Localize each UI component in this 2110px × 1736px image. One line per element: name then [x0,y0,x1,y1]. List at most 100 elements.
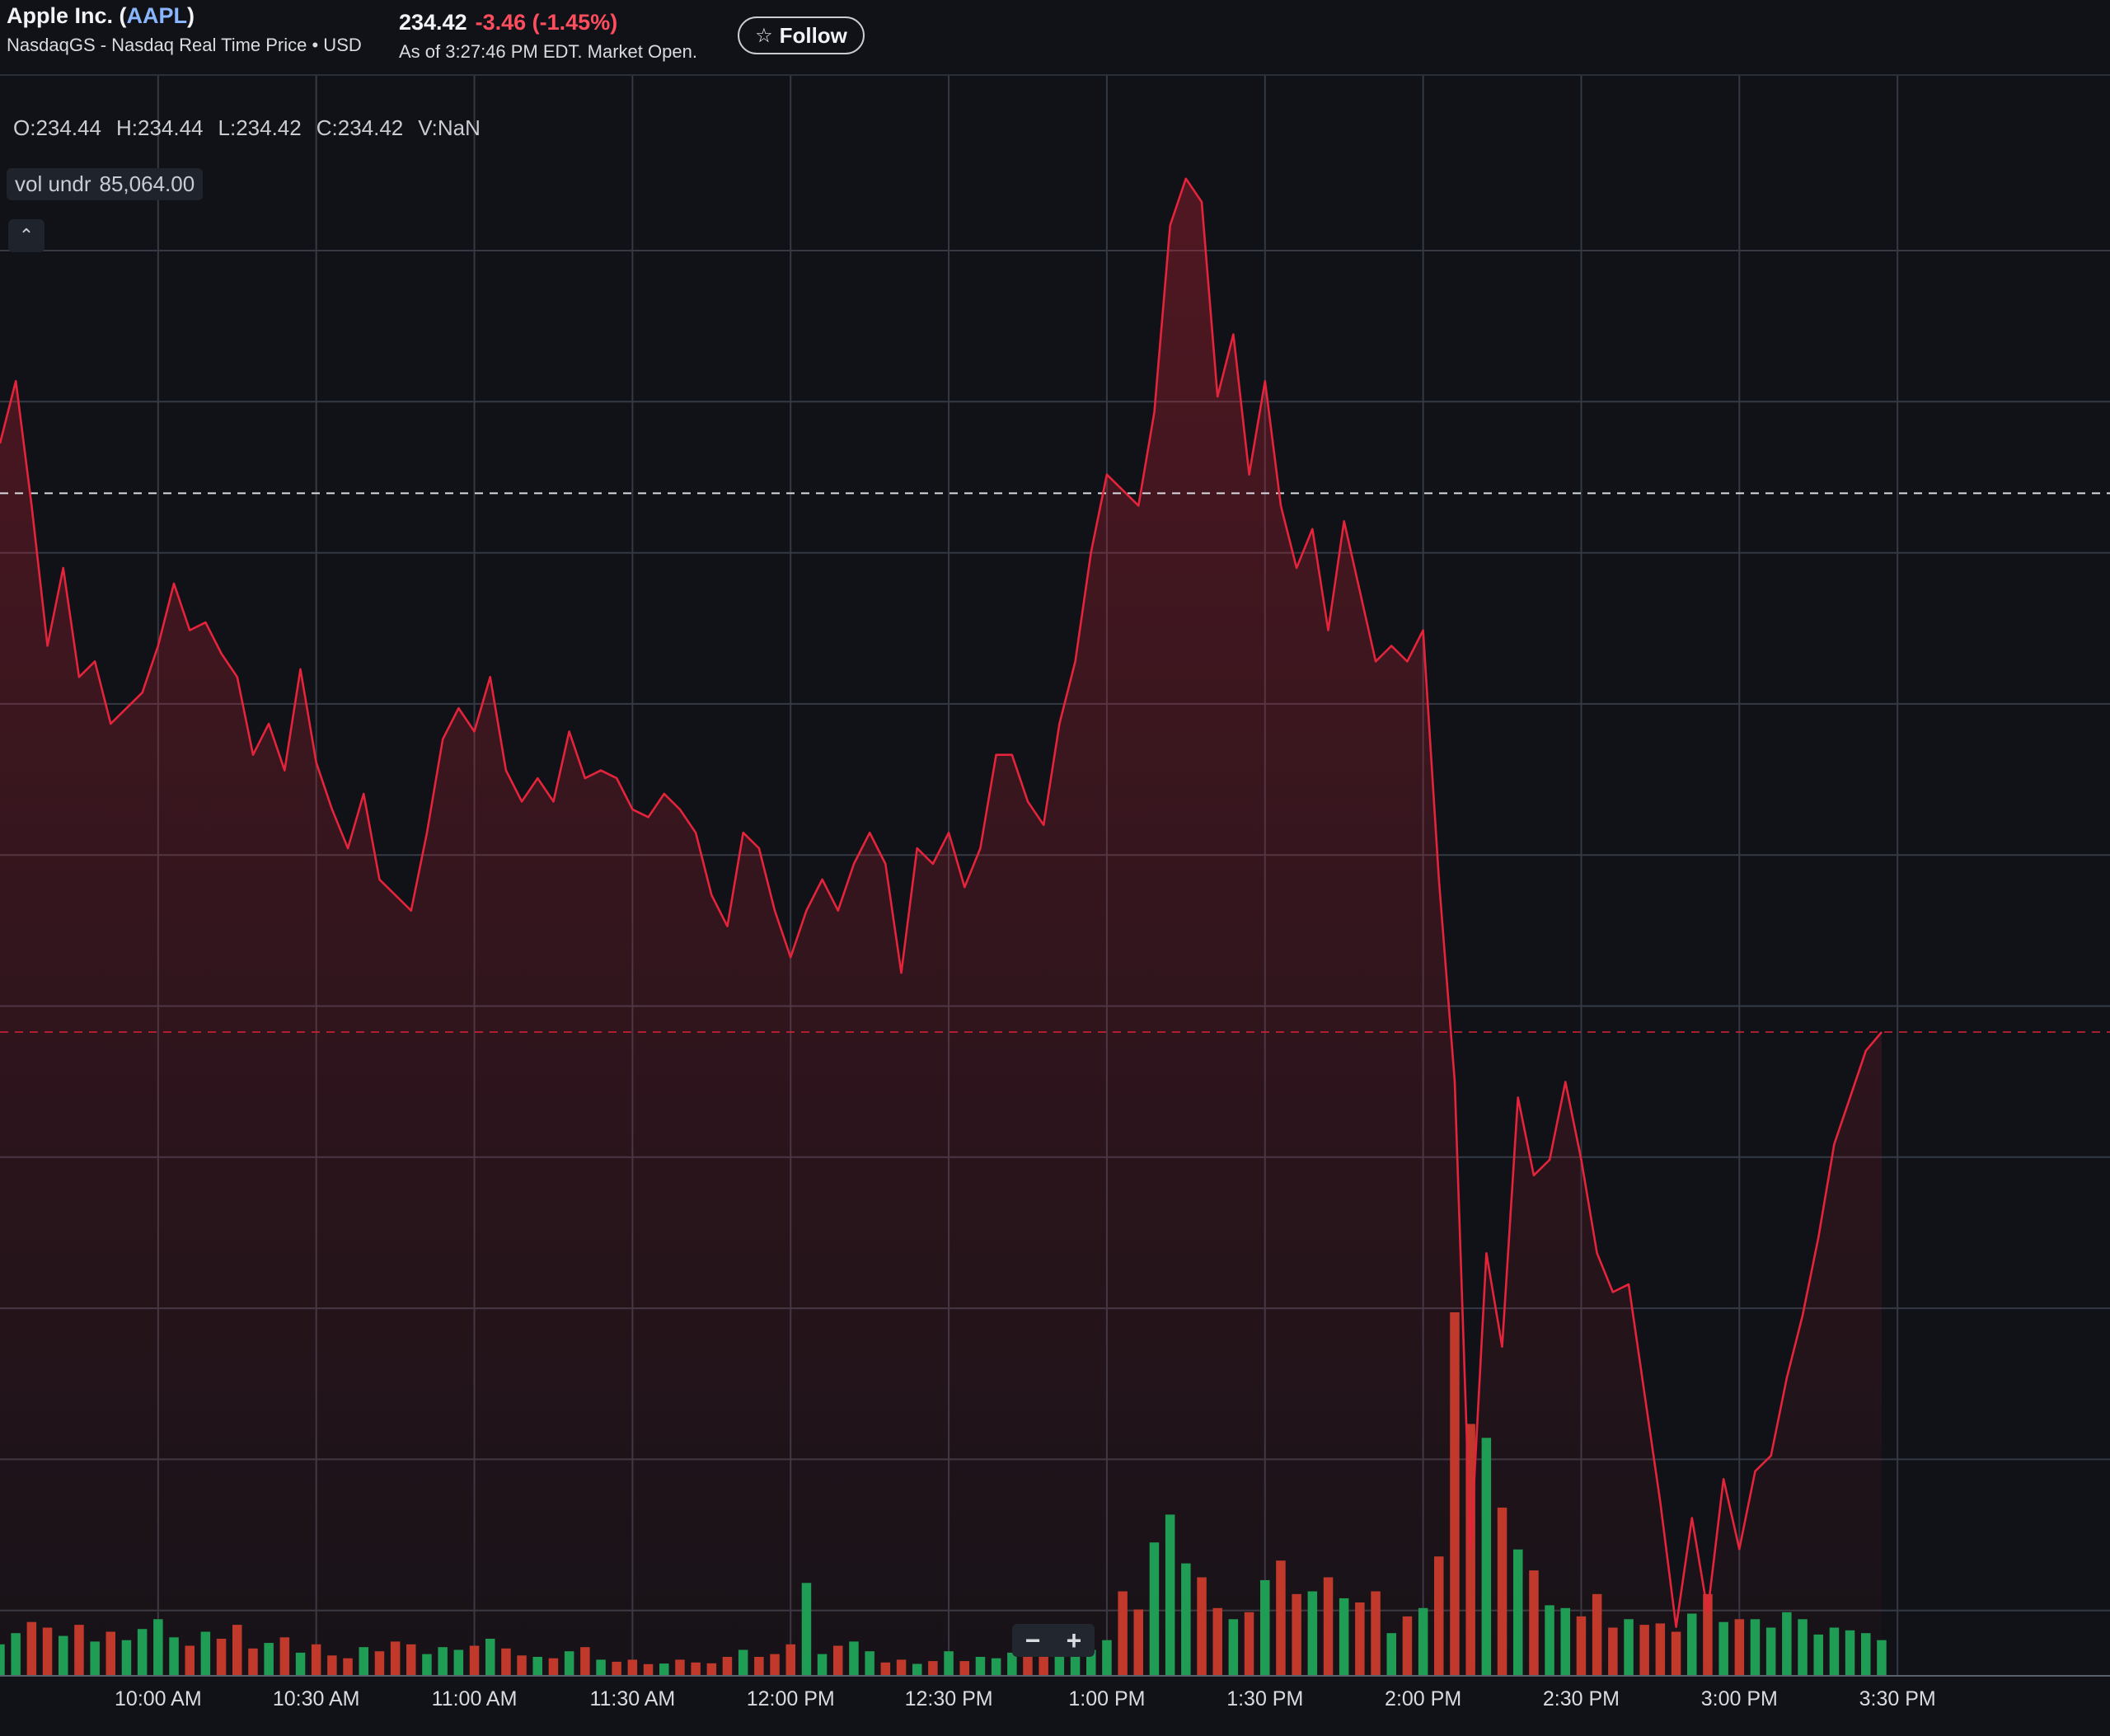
current-price: 234.42 [399,10,467,35]
volume-bar [1639,1625,1649,1675]
volume-bar [74,1625,84,1675]
volume-bar [1592,1593,1602,1675]
volume-bar [675,1659,685,1675]
volume-bar [849,1641,859,1675]
volume-bar [1576,1616,1587,1675]
volume-bar [944,1651,954,1675]
volume-bar [643,1663,654,1675]
volume-bar [311,1644,321,1675]
price-area-fill [0,178,1882,1676]
volume-bar [1276,1560,1286,1675]
volume-bar [564,1651,574,1675]
volume-bar [1181,1563,1191,1675]
volume-bar [169,1637,179,1675]
volume-bar [374,1651,385,1675]
volume-bar [1054,1648,1065,1675]
volume-bar [90,1641,100,1675]
open-value: O:234.44 [13,115,101,140]
volume-bar [1402,1616,1413,1675]
volume-bar [1734,1619,1745,1675]
volume-bar [1212,1607,1222,1675]
ticker-symbol-link[interactable]: AAPL [126,3,188,28]
volume-bar [327,1655,337,1675]
volume-bar [627,1659,638,1675]
volume-bar [1339,1598,1349,1675]
volume-bar [200,1631,211,1675]
volume-bar [754,1657,764,1675]
volume-bar [596,1659,606,1675]
volume-bar [1149,1542,1160,1675]
volume-bar [1165,1514,1175,1675]
volume-bar [1560,1607,1570,1675]
volume-bar [801,1583,812,1675]
volume-bar [1039,1640,1048,1675]
volume-bar [1260,1579,1270,1675]
low-value: L:234.42 [218,115,302,140]
x-tick-label: 3:00 PM [1701,1687,1778,1710]
volume-bar [1703,1593,1713,1675]
volume-bar [880,1662,891,1675]
zoom-out-button[interactable]: − [1025,1626,1041,1655]
company-name: Apple Inc. (AAPL) [7,3,195,29]
volume-bar [248,1648,258,1675]
volume-study-label: vol undr [15,171,91,196]
volume-bar [833,1645,843,1675]
volume-bar [691,1662,701,1675]
zoom-in-button[interactable]: + [1066,1626,1082,1655]
volume-bar [1023,1655,1033,1675]
x-tick-label: 2:00 PM [1385,1687,1461,1710]
price-line [0,177,1883,1628]
volume-bar [0,1644,5,1675]
price-chart[interactable]: 10:00 AM 10:30 AM 11:00 AM 11:30 AM 12:00 PM… [0,76,2110,1736]
volume-bar [1718,1621,1728,1675]
company-prefix: Apple Inc. ( [7,3,127,28]
ohlc-legend: O:234.44 H:234.44 L:234.42 C:234.42 V:Na… [13,115,481,141]
volume-bar [42,1627,53,1675]
volume-bar [1450,1312,1460,1675]
volume-bar [1861,1633,1871,1675]
x-tick-label: 12:30 PM [905,1687,993,1710]
collapse-legend-button[interactable]: ⌃ [8,219,45,252]
x-tick-label: 10:00 AM [115,1687,202,1710]
volume-bar [612,1661,621,1675]
volume-bar [1545,1605,1554,1675]
x-tick-label: 11:00 AM [432,1687,518,1710]
volume-bar [26,1621,37,1675]
volume-bar [232,1625,242,1675]
volume-bar [216,1639,227,1675]
volume-bar [485,1639,495,1675]
volume-bar [991,1658,1001,1675]
chevron-up-icon: ⌃ [18,225,35,246]
volume-bar [121,1640,132,1675]
volume-bar [659,1663,669,1675]
volume-bar [1497,1507,1507,1675]
volume-bar [1323,1577,1334,1675]
volume-bar [359,1647,368,1675]
volume-bar [1687,1613,1697,1675]
volume-bar [1624,1619,1634,1675]
volume-bar [785,1644,795,1675]
volume-bar [438,1647,448,1675]
x-tick-label: 2:30 PM [1543,1687,1620,1710]
volume-bar [770,1654,780,1675]
volume-bar [1798,1619,1808,1675]
volume-bar [706,1663,717,1675]
volume-bar [1434,1556,1444,1675]
close-value: C:234.42 [316,115,404,140]
follow-button[interactable]: ☆ Follow [738,16,865,54]
volume-bar [928,1661,938,1675]
volume-bar [343,1658,353,1675]
volume-bar [390,1641,401,1675]
volume-bar [1386,1633,1396,1675]
volume-bar [865,1651,874,1675]
volume-study-legend[interactable]: vol undr 85,064.00 [7,168,204,200]
volume-bar [295,1652,306,1675]
volume-bar [1070,1647,1081,1675]
volume-bar [422,1654,432,1675]
star-outline-icon: ☆ [755,24,773,47]
volume-bar [517,1655,527,1675]
volume-bar [738,1649,748,1675]
price-change-percent: (-1.45%) [532,10,618,35]
volume-bar [453,1649,464,1675]
volume-bar [896,1659,907,1675]
